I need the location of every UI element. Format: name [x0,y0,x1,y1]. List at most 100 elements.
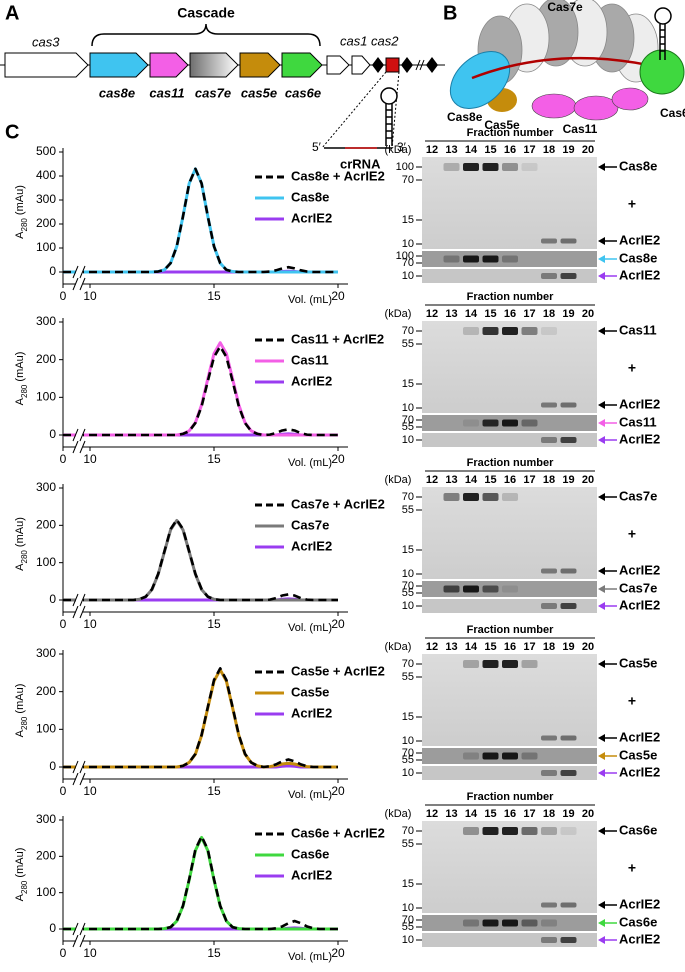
band-label: AcrIE2 [619,931,660,946]
lane-number: 14 [465,808,478,820]
lane-number: 19 [562,144,574,156]
legend-label: Cas5e [291,684,329,699]
gene-arrow [149,52,189,78]
y-label-part: (mAu) [14,352,26,385]
band-label: Cas5e [619,655,657,670]
band-label: AcrIE2 [619,562,660,577]
band-label: Cas8e [619,158,657,173]
band [482,919,499,927]
y-tick-label: 300 [36,192,56,206]
cas11 [611,87,649,111]
lane-number: 16 [504,144,516,156]
band [541,919,557,927]
band [502,327,518,335]
marker-label: 15 [402,711,414,723]
gene-label: cas1 [340,33,367,48]
lane-number: 13 [445,474,457,486]
gel [422,157,597,249]
lane-number: 18 [543,474,555,486]
arrowhead [598,901,605,909]
x-tick-label: 15 [207,452,221,466]
marker-label: 70 [402,491,414,503]
gene-arrow [189,52,239,78]
band [502,660,518,668]
marker-label: 55 [402,671,414,683]
band [463,419,479,427]
lane-number: 13 [445,808,457,820]
y-label-part: 280 [20,550,29,564]
protein-label: Cas11 [563,122,598,136]
y-label-part: (mAu) [14,185,26,218]
band [482,827,499,835]
arrowhead [598,237,605,245]
arrowhead [598,567,605,575]
legend-label: Cas11 + AcrIE2 [291,331,384,346]
lane-number: 17 [523,144,535,156]
band [560,937,577,943]
band [463,660,479,668]
gene-arrow [4,52,89,78]
y-axis-label: A280 (mAu) [14,352,29,406]
band [482,585,499,593]
marker-label: 15 [402,378,414,390]
x-tick-label: 20 [331,452,345,466]
cas7e-backbone [477,0,659,85]
x-tick-label: 10 [83,289,97,303]
x-axis-label: Vol. (mL) [288,789,332,801]
band [541,402,557,408]
lane-number: 20 [582,808,594,820]
gel-strip [422,599,597,613]
band [541,568,557,574]
x-axis-label: Vol. (mL) [288,294,332,306]
gene-label: cas8e [99,85,135,100]
y-tick-label: 200 [36,216,56,230]
axis-break [76,278,83,290]
marker-label: 10 [402,434,414,446]
band-label: Cas11 [619,414,657,429]
band [502,585,518,593]
y-label-part: A [14,729,26,737]
band [463,255,479,263]
band-label: Cas7e [619,580,657,595]
x-tick-label: 20 [331,784,345,798]
axis-break [72,593,86,607]
y-tick-label: 0 [49,592,56,606]
arrowhead [598,272,605,280]
y-tick-label: 300 [36,646,56,660]
band [541,902,557,908]
cas8e [449,51,511,109]
protein-label: Cas5e [484,118,520,132]
band [560,402,577,408]
repeat [401,57,413,73]
y-label-part: 280 [20,384,29,398]
arrowhead [598,602,605,610]
unit-label: (kDa) [385,308,412,320]
band [502,919,518,927]
lane-number: 20 [582,144,594,156]
gene-label: cas5e [241,85,277,100]
axis-break [72,440,86,454]
band [560,770,577,776]
marker-label: 70 [402,414,414,426]
y-tick-label: 0 [49,427,56,441]
band [463,163,479,171]
band [482,752,499,760]
series-line [63,835,338,931]
arrowhead [598,919,605,927]
y-tick-label: 300 [36,314,56,328]
axis-break [76,266,83,278]
x-tick-label: 15 [207,289,221,303]
x-tick-label: 15 [207,946,221,960]
y-axis-label: A280 (mAu) [14,684,29,738]
band [541,770,557,776]
band-label: AcrIE2 [619,431,660,446]
band [502,163,518,171]
band [463,919,479,927]
band [541,827,557,835]
marker-label: 10 [402,735,414,747]
lane-number: 20 [582,474,594,486]
axis-break [76,441,83,453]
arrowhead [598,827,605,835]
